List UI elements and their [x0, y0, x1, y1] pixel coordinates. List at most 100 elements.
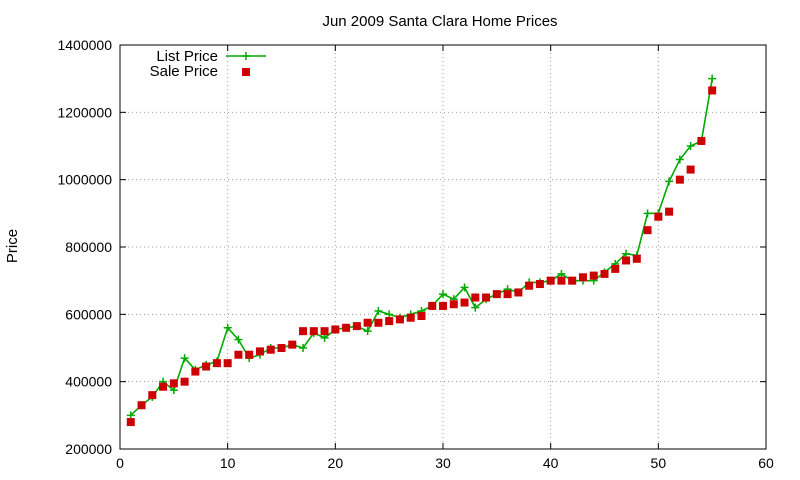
list-price-point [169, 386, 178, 395]
list-price-point [234, 335, 243, 344]
sale-price-point [686, 165, 695, 174]
y-tick-label: 800000 [65, 239, 112, 255]
sale-price-point [665, 207, 674, 216]
list-price-point [675, 155, 684, 164]
list-price-point [126, 411, 135, 420]
legend-label-sale-price: Sale Price [150, 63, 218, 80]
sale-price-point [202, 362, 211, 371]
x-tick-label: 20 [328, 455, 344, 471]
sale-price-point [611, 264, 620, 273]
sale-price-point [180, 377, 189, 386]
sale-price-point [600, 269, 609, 278]
sale-price-point [148, 391, 157, 400]
list-price-point [643, 209, 652, 218]
sale-price-point [395, 315, 404, 324]
sale-price-point [374, 318, 383, 327]
list-price-point [320, 333, 329, 342]
sale-price-point [622, 256, 631, 265]
list-price-point [439, 290, 447, 299]
sale-price-point [385, 317, 394, 326]
list-price-point [223, 323, 232, 332]
list-price-point [471, 303, 480, 312]
legend-label-list-price: List Price [156, 48, 218, 65]
list-price-point [180, 354, 189, 363]
y-axis-title: Price [4, 229, 21, 263]
axes: 0 10 20 30 40 50 60 200000 400000 600000 800000 100… [57, 37, 774, 471]
sale-price-point [632, 254, 641, 263]
y-tick-label: 600000 [65, 306, 112, 322]
sale-price-point [449, 300, 458, 309]
x-tick-label: 50 [651, 455, 667, 471]
sale-price-point [460, 298, 469, 307]
sale-price-point [568, 276, 577, 285]
sale-price-point [535, 280, 544, 289]
x-tick-label: 30 [435, 455, 451, 471]
sale-price-point [342, 323, 351, 332]
sale-price-point [169, 379, 178, 388]
sale-price-point [234, 350, 243, 359]
list-price-point [665, 177, 674, 186]
sale-price-point [277, 344, 286, 352]
sale-price-point [525, 281, 534, 290]
sale-price-point [352, 322, 361, 331]
chart-title: Jun 2009 Santa Clara Home Prices [322, 13, 557, 30]
sale-price-point [546, 276, 555, 285]
list-price-point [363, 327, 372, 336]
y-tick-label: 200000 [65, 441, 112, 457]
list-price-point [385, 310, 394, 319]
sale-price-point [503, 290, 512, 299]
sale-price-point [514, 288, 523, 297]
sale-price-point [137, 401, 146, 410]
sale-price-point [578, 273, 587, 282]
legend-marker-list-price [242, 52, 250, 60]
sale-price-point [643, 226, 652, 235]
sale-price-point [654, 212, 663, 221]
list-price-point [374, 306, 383, 315]
sale-price-point [406, 313, 415, 322]
sale-price-point [320, 327, 329, 336]
sale-price-point [492, 290, 501, 299]
sale-price-point [255, 347, 264, 356]
grid-lines [120, 45, 766, 449]
list-price-point [460, 283, 469, 292]
sale-price-point [159, 382, 168, 391]
x-tick-label: 0 [116, 455, 124, 471]
list-price-point [299, 344, 308, 352]
x-tick-label: 40 [543, 455, 559, 471]
y-tick-label: 1400000 [57, 37, 112, 53]
sale-price-point [288, 340, 297, 349]
sale-price-point [363, 318, 372, 327]
sale-price-point [212, 359, 221, 368]
sale-price-point [439, 301, 447, 310]
y-tick-label: 1000000 [57, 172, 112, 188]
x-tick-label: 10 [220, 455, 236, 471]
sale-price-point [417, 312, 426, 321]
sale-price-point [428, 301, 437, 310]
sale-price-point [708, 86, 717, 95]
series-layer [126, 74, 717, 427]
sale-price-point [697, 136, 706, 145]
list-price-point [557, 269, 566, 278]
sale-price-point [589, 271, 598, 280]
sale-price-point [557, 276, 566, 285]
list-price-point [622, 249, 631, 258]
list-price-point [686, 142, 695, 150]
sale-price-point [482, 293, 491, 302]
sale-price-point [126, 418, 135, 427]
sale-price-point [299, 327, 308, 336]
legend: List Price Sale Price [150, 48, 266, 80]
sale-price-point [471, 293, 480, 302]
sale-price-point [309, 327, 318, 336]
legend-marker-sale-price [242, 68, 250, 76]
sale-price-point [223, 359, 232, 368]
sale-price-point [675, 175, 684, 184]
y-tick-label: 1200000 [57, 104, 112, 120]
sale-price-point [266, 345, 275, 354]
x-tick-label: 60 [758, 455, 774, 471]
sale-price-point [331, 325, 340, 334]
sale-price-point [191, 367, 200, 376]
list-price-point [708, 74, 717, 83]
sale-price-point [245, 350, 254, 359]
y-tick-label: 400000 [65, 374, 112, 390]
